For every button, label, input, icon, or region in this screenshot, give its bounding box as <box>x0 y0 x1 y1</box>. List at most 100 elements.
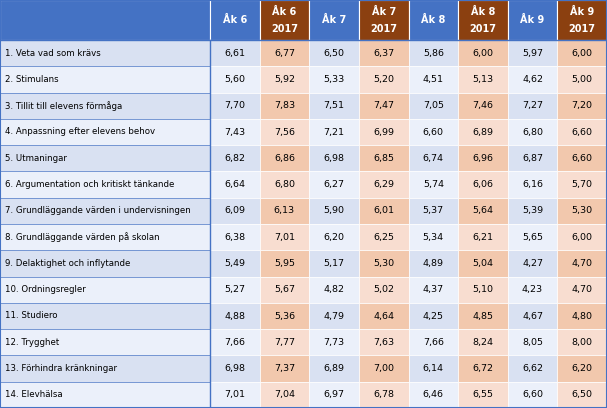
Text: 13. Förhindra kränkningar: 13. Förhindra kränkningar <box>5 364 117 373</box>
Bar <box>458 66 507 93</box>
Text: 6,50: 6,50 <box>324 49 345 58</box>
Text: 6,78: 6,78 <box>373 390 394 399</box>
Bar <box>359 382 409 408</box>
Bar <box>409 382 458 408</box>
Text: 6,46: 6,46 <box>423 390 444 399</box>
Text: 5,36: 5,36 <box>274 311 295 321</box>
Text: 6,14: 6,14 <box>423 364 444 373</box>
Bar <box>0 224 210 250</box>
Bar <box>359 277 409 303</box>
Bar <box>507 66 557 93</box>
Bar <box>507 145 557 171</box>
Bar <box>309 250 359 277</box>
Text: 5,90: 5,90 <box>324 206 345 215</box>
Bar <box>260 171 309 198</box>
Text: 2017: 2017 <box>469 24 497 34</box>
Bar <box>458 93 507 119</box>
Bar <box>458 198 507 224</box>
Text: 12. Trygghet: 12. Trygghet <box>5 338 59 347</box>
Bar <box>507 277 557 303</box>
Text: 6,89: 6,89 <box>472 127 493 137</box>
Text: 7,00: 7,00 <box>373 364 394 373</box>
Bar <box>210 0 260 40</box>
Bar <box>210 355 260 382</box>
Bar <box>557 171 607 198</box>
Bar <box>260 40 309 66</box>
Text: 7,56: 7,56 <box>274 127 295 137</box>
Text: 6,00: 6,00 <box>572 49 592 58</box>
Text: 5,39: 5,39 <box>522 206 543 215</box>
Bar <box>458 145 507 171</box>
Text: 1. Veta vad som krävs: 1. Veta vad som krävs <box>5 49 101 58</box>
Text: 6,27: 6,27 <box>324 180 345 189</box>
Bar <box>260 224 309 250</box>
Bar <box>409 119 458 145</box>
Text: 5,70: 5,70 <box>572 180 592 189</box>
Bar <box>260 198 309 224</box>
Text: 5,27: 5,27 <box>225 285 245 294</box>
Bar <box>458 40 507 66</box>
Text: 7,05: 7,05 <box>423 101 444 110</box>
Text: 6,16: 6,16 <box>522 180 543 189</box>
Bar <box>409 171 458 198</box>
Bar <box>309 66 359 93</box>
Bar <box>309 355 359 382</box>
Bar <box>210 93 260 119</box>
Text: 7,63: 7,63 <box>373 338 395 347</box>
Bar <box>309 40 359 66</box>
Text: 5. Utmaningar: 5. Utmaningar <box>5 154 67 163</box>
Text: 7,43: 7,43 <box>224 127 245 137</box>
Text: 5,64: 5,64 <box>472 206 493 215</box>
Bar <box>458 277 507 303</box>
Text: 6,87: 6,87 <box>522 154 543 163</box>
Bar <box>557 303 607 329</box>
Bar <box>409 66 458 93</box>
Text: Åk 9: Åk 9 <box>520 15 544 25</box>
Text: 6,29: 6,29 <box>373 180 394 189</box>
Bar <box>359 250 409 277</box>
Text: 5,86: 5,86 <box>423 49 444 58</box>
Text: 7,04: 7,04 <box>274 390 295 399</box>
Bar <box>409 0 458 40</box>
Bar <box>0 93 210 119</box>
Text: 5,30: 5,30 <box>373 259 395 268</box>
Text: 5,13: 5,13 <box>472 75 493 84</box>
Text: 5,37: 5,37 <box>422 206 444 215</box>
Bar <box>210 40 260 66</box>
Text: 4,37: 4,37 <box>422 285 444 294</box>
Bar <box>210 250 260 277</box>
Text: 3. Tillit till elevens förmåga: 3. Tillit till elevens förmåga <box>5 101 122 111</box>
Text: 4,85: 4,85 <box>472 311 493 321</box>
Bar <box>0 66 210 93</box>
Text: 7,20: 7,20 <box>572 101 592 110</box>
Text: 5,02: 5,02 <box>373 285 394 294</box>
Text: 4,62: 4,62 <box>522 75 543 84</box>
Bar <box>260 355 309 382</box>
Text: 11. Studiero: 11. Studiero <box>5 311 58 321</box>
Bar <box>359 0 409 40</box>
Text: 4,89: 4,89 <box>423 259 444 268</box>
Bar <box>458 355 507 382</box>
Text: 8,05: 8,05 <box>522 338 543 347</box>
Bar <box>557 329 607 355</box>
Text: 6,00: 6,00 <box>472 49 493 58</box>
Bar <box>359 119 409 145</box>
Bar <box>359 224 409 250</box>
Text: 10. Ordningsregler: 10. Ordningsregler <box>5 285 86 294</box>
Text: 5,04: 5,04 <box>472 259 493 268</box>
Text: 5,74: 5,74 <box>423 180 444 189</box>
Text: 5,95: 5,95 <box>274 259 295 268</box>
Bar <box>409 303 458 329</box>
Text: 4,25: 4,25 <box>423 311 444 321</box>
Bar <box>210 382 260 408</box>
Text: 6,37: 6,37 <box>373 49 395 58</box>
Text: 6,82: 6,82 <box>225 154 245 163</box>
Text: 6,21: 6,21 <box>472 233 493 242</box>
Bar <box>210 119 260 145</box>
Text: Åk 8: Åk 8 <box>421 15 446 25</box>
Bar <box>0 119 210 145</box>
Text: 6,61: 6,61 <box>225 49 245 58</box>
Text: 6,06: 6,06 <box>472 180 493 189</box>
Text: 6,55: 6,55 <box>472 390 493 399</box>
Bar <box>557 198 607 224</box>
